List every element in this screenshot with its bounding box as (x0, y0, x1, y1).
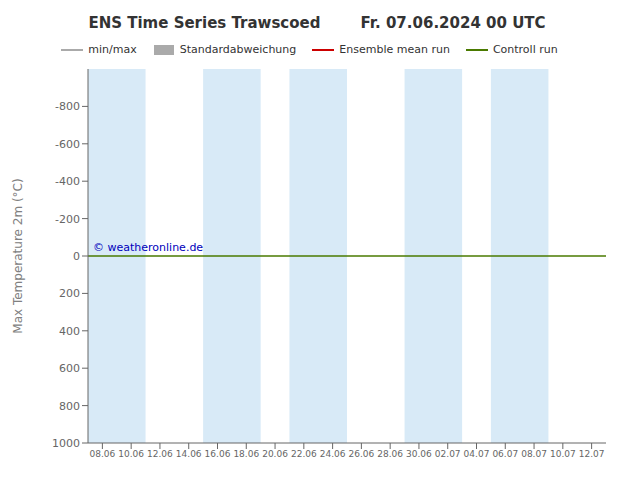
html-text:ENS Time Series Trawscoed: ENS Time Series Trawscoed (88, 14, 321, 32)
html-text:Ensemble mean run: Ensemble mean run (339, 43, 450, 56)
html-text:Fr. 07.06.2024 00 UTC: Fr. 07.06.2024 00 UTC (360, 14, 546, 32)
svg-text:08.06: 08.06 (90, 449, 116, 459)
svg-text:12.06: 12.06 (147, 449, 173, 459)
svg-text:12.07: 12.07 (579, 449, 605, 459)
svg-text:06.07: 06.07 (492, 449, 518, 459)
svg-text:14.06: 14.06 (176, 449, 202, 459)
svg-text:© weatheronline.de: © weatheronline.de (93, 241, 203, 254)
svg-text:800: 800 (59, 400, 80, 413)
svg-text:26.06: 26.06 (349, 449, 375, 459)
svg-text:18.06: 18.06 (233, 449, 259, 459)
svg-text:10.07: 10.07 (550, 449, 576, 459)
svg-text:08.07: 08.07 (521, 449, 547, 459)
svg-text:Max Temperature 2m (°C): Max Temperature 2m (°C) (11, 178, 25, 333)
svg-text:-200: -200 (55, 213, 80, 226)
svg-text:30.06: 30.06 (406, 449, 432, 459)
svg-text:04.07: 04.07 (464, 449, 490, 459)
svg-text:600: 600 (59, 362, 80, 375)
html-text:Controll run: Controll run (492, 43, 558, 56)
svg-text:-400: -400 (55, 175, 80, 188)
svg-text:10.06: 10.06 (118, 449, 144, 459)
svg-text:28.06: 28.06 (377, 449, 403, 459)
html-text:min/max: min/max (88, 43, 137, 56)
html-text:Standardabweichung: Standardabweichung (179, 43, 297, 56)
svg-text:24.06: 24.06 (320, 449, 346, 459)
svg-text:-600: -600 (55, 138, 80, 151)
svg-text:200: 200 (59, 287, 80, 300)
svg-text:20.06: 20.06 (262, 449, 288, 459)
svg-text:02.07: 02.07 (435, 449, 461, 459)
svg-text:-800: -800 (55, 100, 80, 113)
svg-text:22.06: 22.06 (291, 449, 317, 459)
svg-text:16.06: 16.06 (205, 449, 231, 459)
svg-text:1000: 1000 (52, 437, 80, 450)
svg-text:0: 0 (73, 250, 80, 263)
svg-text:400: 400 (59, 325, 80, 338)
